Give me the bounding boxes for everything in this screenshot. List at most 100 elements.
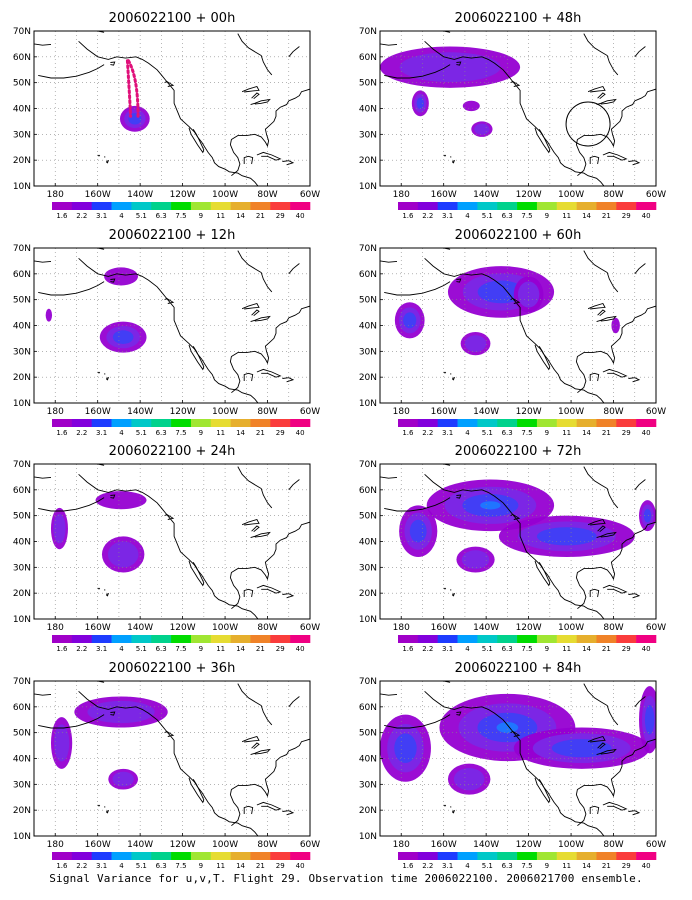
colorbar-swatch [417,202,438,210]
lat-tick-label: 20N [359,156,377,166]
colorbar-swatch [497,635,518,643]
colorbar-label: 4 [119,212,124,220]
lon-tick-label: 80W [257,407,277,417]
colorbar-label: 2.2 [76,862,87,870]
colorbar-swatch [477,852,498,860]
signal-variance-field [380,686,656,795]
lon-tick-label: 180 [47,407,64,417]
colorbar-swatch [517,419,538,427]
colorbar-label: 1.6 [402,862,414,870]
lat-tick-label: 30N [359,347,377,357]
colorbar-swatch [517,635,538,643]
panel-title: 2006022100 + 72h [455,444,582,459]
forecast-panel: 2006022100 + 60h 70N 60N 50N 40N 30N 20N 10N 180… [359,228,666,437]
lat-tick-label: 10N [359,399,377,409]
lat-tick-label: 30N [13,563,31,573]
colorbar-label: 40 [642,862,651,870]
lat-tick-label: 50N [359,296,377,306]
variance-contour [112,330,134,344]
colorbar-swatch [71,419,92,427]
colorbar-label: 29 [622,862,631,870]
colorbar-swatch [457,635,478,643]
forecast-panel: 2006022100 + 84h 70N 60N 50N 40N 30N 20N 10N 180… [359,661,666,870]
colorbar-swatch [230,202,251,210]
lat-tick-label: 50N [13,512,31,522]
colorbar-swatch [290,419,311,427]
variance-contour [107,541,139,568]
colorbar: 1.6 2.2 3.1 4 5.1 6.3 7.5 9 11 14 21 29 40 [52,419,311,437]
lat-tick-label: 60N [13,270,31,280]
colorbar-swatch [536,852,558,860]
lon-tick-label: 60W [300,623,320,633]
lat-tick-label: 30N [13,130,31,140]
colorbar-swatch [250,852,271,860]
colorbar-swatch [477,202,498,210]
colorbar-swatch [151,419,172,427]
colorbar-swatch [131,852,152,860]
colorbar-swatch [556,635,577,643]
colorbar: 1.6 2.2 3.1 4 5.1 6.3 7.5 9 11 14 21 29 40 [52,852,311,870]
lon-tick-label: 80W [603,407,623,417]
forecast-panel: 2006022100 + 36h 70N 60N 50N 40N 30N 20N 10N 180… [13,661,320,870]
colorbar-label: 9 [545,212,549,220]
colorbar-swatch [576,202,597,210]
lon-tick-label: 140W [127,190,153,200]
colorbar-label: 14 [236,862,245,870]
lon-tick-label: 80W [257,190,277,200]
colorbar-label: 9 [545,429,549,437]
variance-contour [643,508,652,523]
colorbar-label: 2.2 [76,212,87,220]
colorbar-label: 14 [236,429,245,437]
colorbar-label: 40 [296,429,305,437]
colorbar-label: 14 [582,429,591,437]
lat-tick-label: 20N [13,589,31,599]
flight-track [125,59,140,118]
variance-contour [474,123,490,135]
colorbar-swatch [270,419,291,427]
colorbar-label: 7.5 [175,212,186,220]
lon-tick-label: 160W [85,190,111,200]
colorbar-label: 3.1 [442,645,453,653]
lat-tick-label: 60N [13,53,31,63]
map-background [34,681,310,836]
variance-contour [399,52,501,83]
colorbar-swatch [270,635,291,643]
colorbar-label: 14 [582,862,591,870]
colorbar-label: 29 [622,645,631,653]
lon-tick-label: 100W [212,407,238,417]
lon-tick-label: 100W [212,623,238,633]
lat-tick-label: 40N [359,755,377,765]
colorbar-swatch [497,202,518,210]
colorbar-label: 11 [216,645,225,653]
colorbar-swatch [250,635,271,643]
colorbar-swatch [91,419,112,427]
lon-tick-label: 140W [127,840,153,850]
panel-title: 2006022100 + 84h [455,661,582,676]
colorbar-swatch [457,852,478,860]
colorbar-label: 14 [236,645,245,653]
coastlines [380,464,656,619]
colorbar-swatch [71,202,92,210]
colorbar-swatch [616,202,637,210]
colorbar-label: 6.3 [502,862,513,870]
colorbar-swatch [536,202,558,210]
variance-contour [453,768,485,791]
variance-contour [461,550,490,569]
coastlines [380,248,656,403]
colorbar-swatch [290,852,311,860]
colorbar-label: 29 [622,212,631,220]
colorbar-label: 5.1 [482,862,493,870]
colorbar-swatch [290,202,311,210]
colorbar-label: 2.2 [76,645,87,653]
lat-tick-label: 70N [13,460,31,470]
colorbar-swatch [131,635,152,643]
lat-tick-label: 70N [359,244,377,254]
colorbar-swatch [517,852,538,860]
map-background [34,464,310,619]
variance-contour [416,97,425,110]
lon-tick-label: 180 [393,623,410,633]
panel-title: 2006022100 + 24h [109,444,236,459]
colorbar-swatch [437,635,458,643]
colorbar-swatch [596,635,617,643]
colorbar-swatch [636,419,657,427]
